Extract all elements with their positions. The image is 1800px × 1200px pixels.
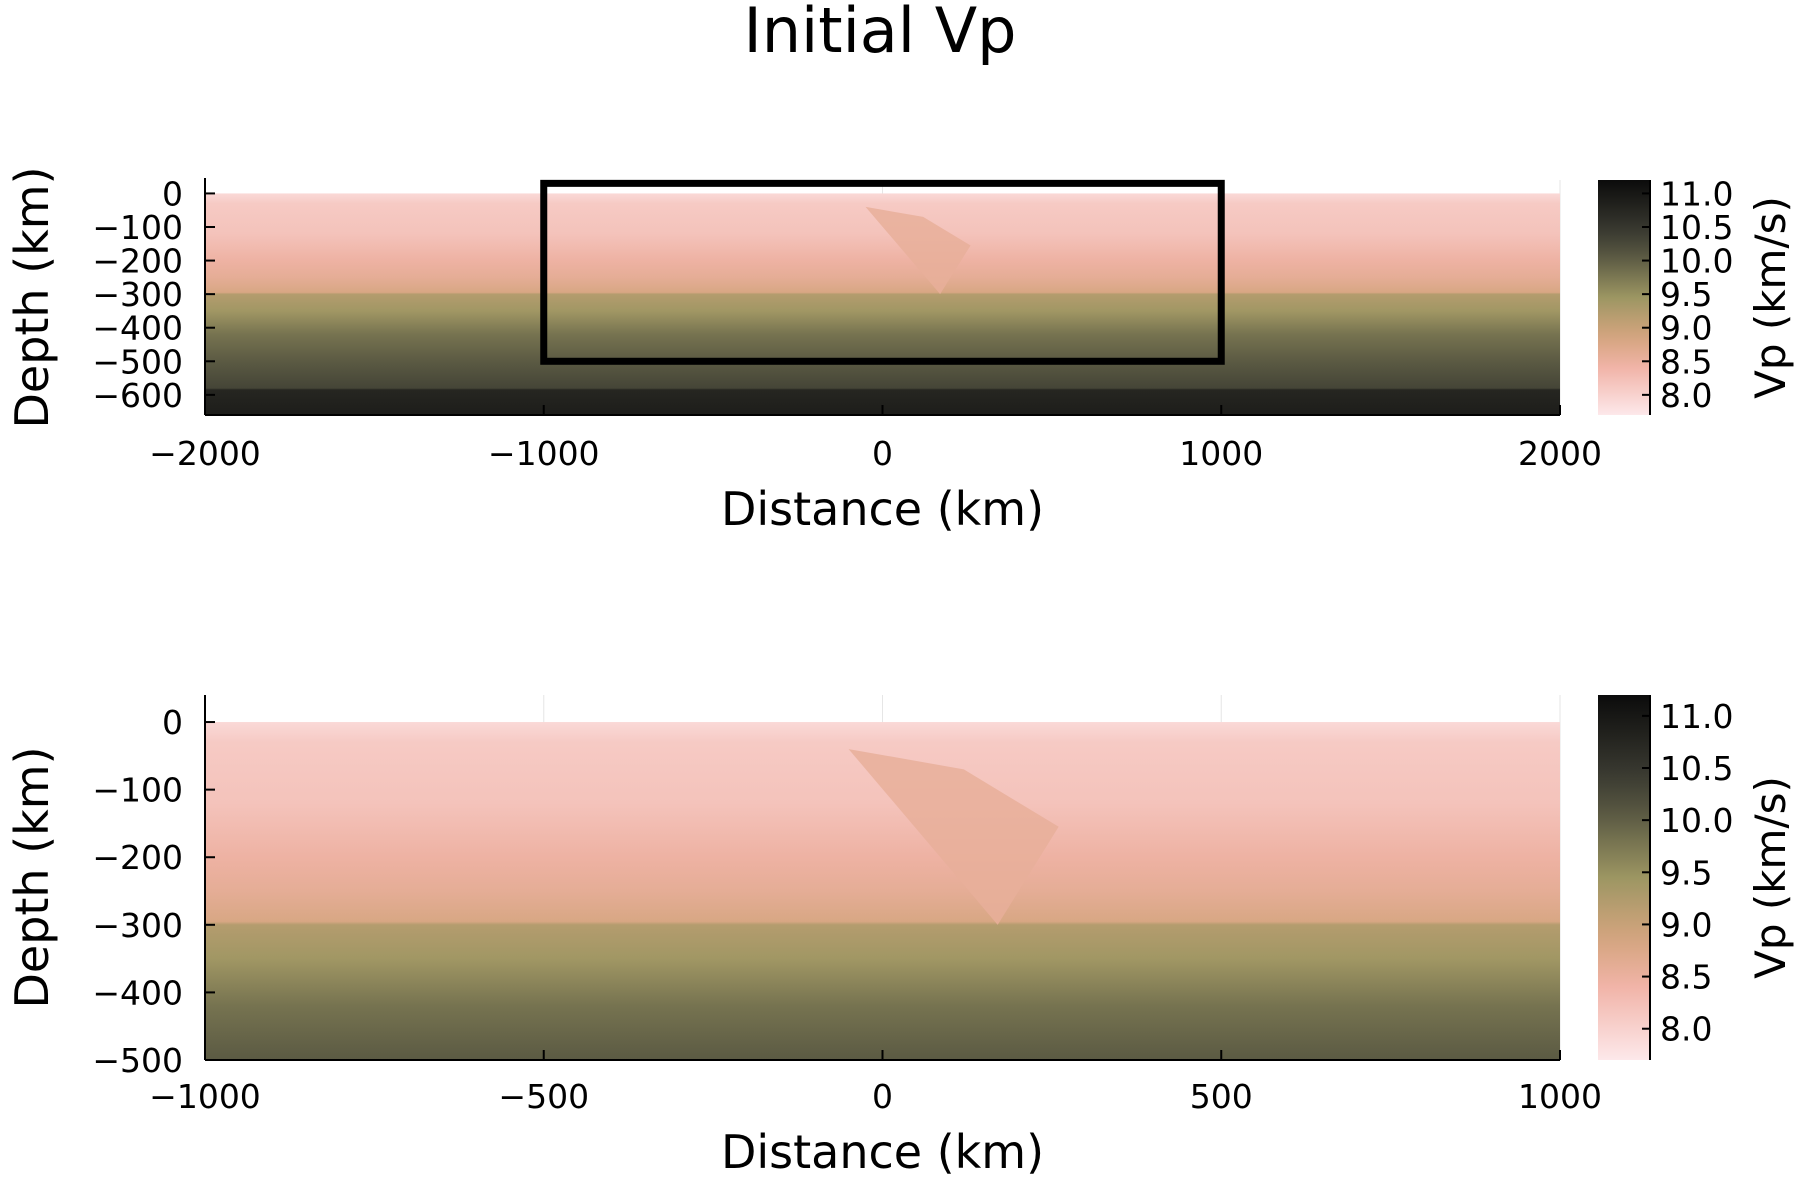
- y-tick-label: −100: [92, 208, 183, 247]
- velocity-anomaly: [848, 749, 1059, 925]
- colorbar-tick-label: 9.0: [1660, 309, 1712, 348]
- x-axis-label: Distance (km): [721, 1125, 1044, 1179]
- y-tick-label: −600: [92, 376, 183, 415]
- y-tick-label: −200: [92, 838, 183, 877]
- y-axis-label: Depth (km): [5, 166, 59, 428]
- x-axis-label: Distance (km): [721, 482, 1044, 536]
- colorbar-tick-label: 10.0: [1660, 242, 1733, 281]
- y-tick-label: 0: [162, 703, 183, 742]
- panel-full-section: −2000 −1000 0 1000 20000−100−200−300−400−500…: [5, 166, 1795, 536]
- x-tick-label: −1000: [149, 1077, 261, 1116]
- y-axis-label: Depth (km): [5, 746, 59, 1008]
- colorbar-tick-label: 8.5: [1660, 958, 1712, 997]
- colorbar: [1598, 180, 1650, 415]
- panel-zoomed-section: −1000 −500 0 500 10000−100−200−300−400−500Di…: [5, 695, 1795, 1179]
- x-tick-label: −500: [498, 1077, 589, 1116]
- y-tick-label: 0: [162, 174, 183, 213]
- velocity-field: [205, 193, 1560, 415]
- colorbar-tick-label: 9.5: [1660, 853, 1712, 892]
- x-tick-label: 2000: [1518, 434, 1602, 473]
- x-tick-label: 0: [872, 434, 893, 473]
- colorbar: [1598, 695, 1650, 1060]
- y-tick-label: −400: [92, 973, 183, 1012]
- x-tick-label: −1000: [488, 434, 600, 473]
- y-tick-label: −400: [92, 309, 183, 348]
- colorbar-tick-label: 11.0: [1660, 174, 1733, 213]
- y-tick-label: −300: [92, 275, 183, 314]
- colorbar-tick-label: 8.0: [1660, 376, 1712, 415]
- y-tick-label: −300: [92, 906, 183, 945]
- colorbar-tick-label: 8.0: [1660, 1010, 1712, 1049]
- y-tick-label: −100: [92, 771, 183, 810]
- x-tick-label: 0: [872, 1077, 893, 1116]
- colorbar-tick-label: 9.5: [1660, 275, 1712, 314]
- x-tick-label: −2000: [149, 434, 261, 473]
- x-tick-label: 1000: [1179, 434, 1263, 473]
- y-tick-label: −500: [92, 342, 183, 381]
- y-tick-label: −500: [92, 1041, 183, 1080]
- colorbar-tick-label: 10.5: [1660, 749, 1733, 788]
- zoom-region-box: [540, 179, 1225, 365]
- colorbar-label: Vp (km/s): [1746, 196, 1795, 399]
- y-tick-label: −200: [92, 242, 183, 281]
- colorbar-tick-label: 9.0: [1660, 905, 1712, 944]
- velocity-anomaly: [865, 206, 971, 295]
- x-tick-label: 500: [1190, 1077, 1253, 1116]
- colorbar-label: Vp (km/s): [1746, 776, 1795, 979]
- colorbar-tick-label: 10.0: [1660, 801, 1733, 840]
- colorbar-tick-label: 8.5: [1660, 342, 1712, 381]
- colorbar-tick-label: 11.0: [1660, 697, 1733, 736]
- chart-title: Initial Vp: [743, 0, 1016, 67]
- x-tick-label: 1000: [1518, 1077, 1602, 1116]
- colorbar-tick-label: 10.5: [1660, 208, 1733, 247]
